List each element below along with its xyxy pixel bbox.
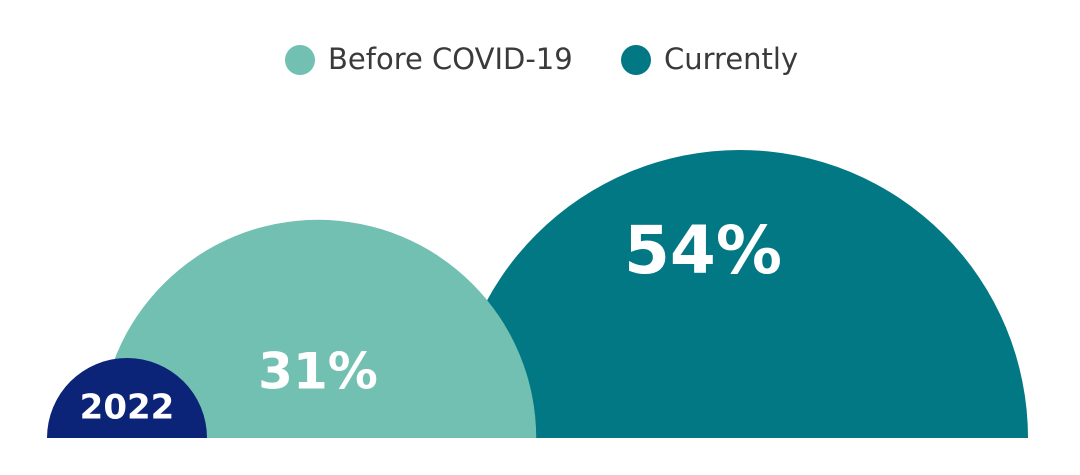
semicircle [452, 150, 1028, 438]
year-badge [47, 358, 207, 438]
legend-label: Currently [664, 42, 798, 76]
value-label: 54% [624, 212, 782, 289]
legend-swatch [621, 45, 651, 75]
legend-label: Before COVID-19 [328, 42, 573, 76]
year-label: 2022 [80, 388, 175, 428]
value-label: 31% [258, 343, 378, 401]
semicircle [99, 219, 537, 438]
legend-swatch [285, 45, 315, 75]
